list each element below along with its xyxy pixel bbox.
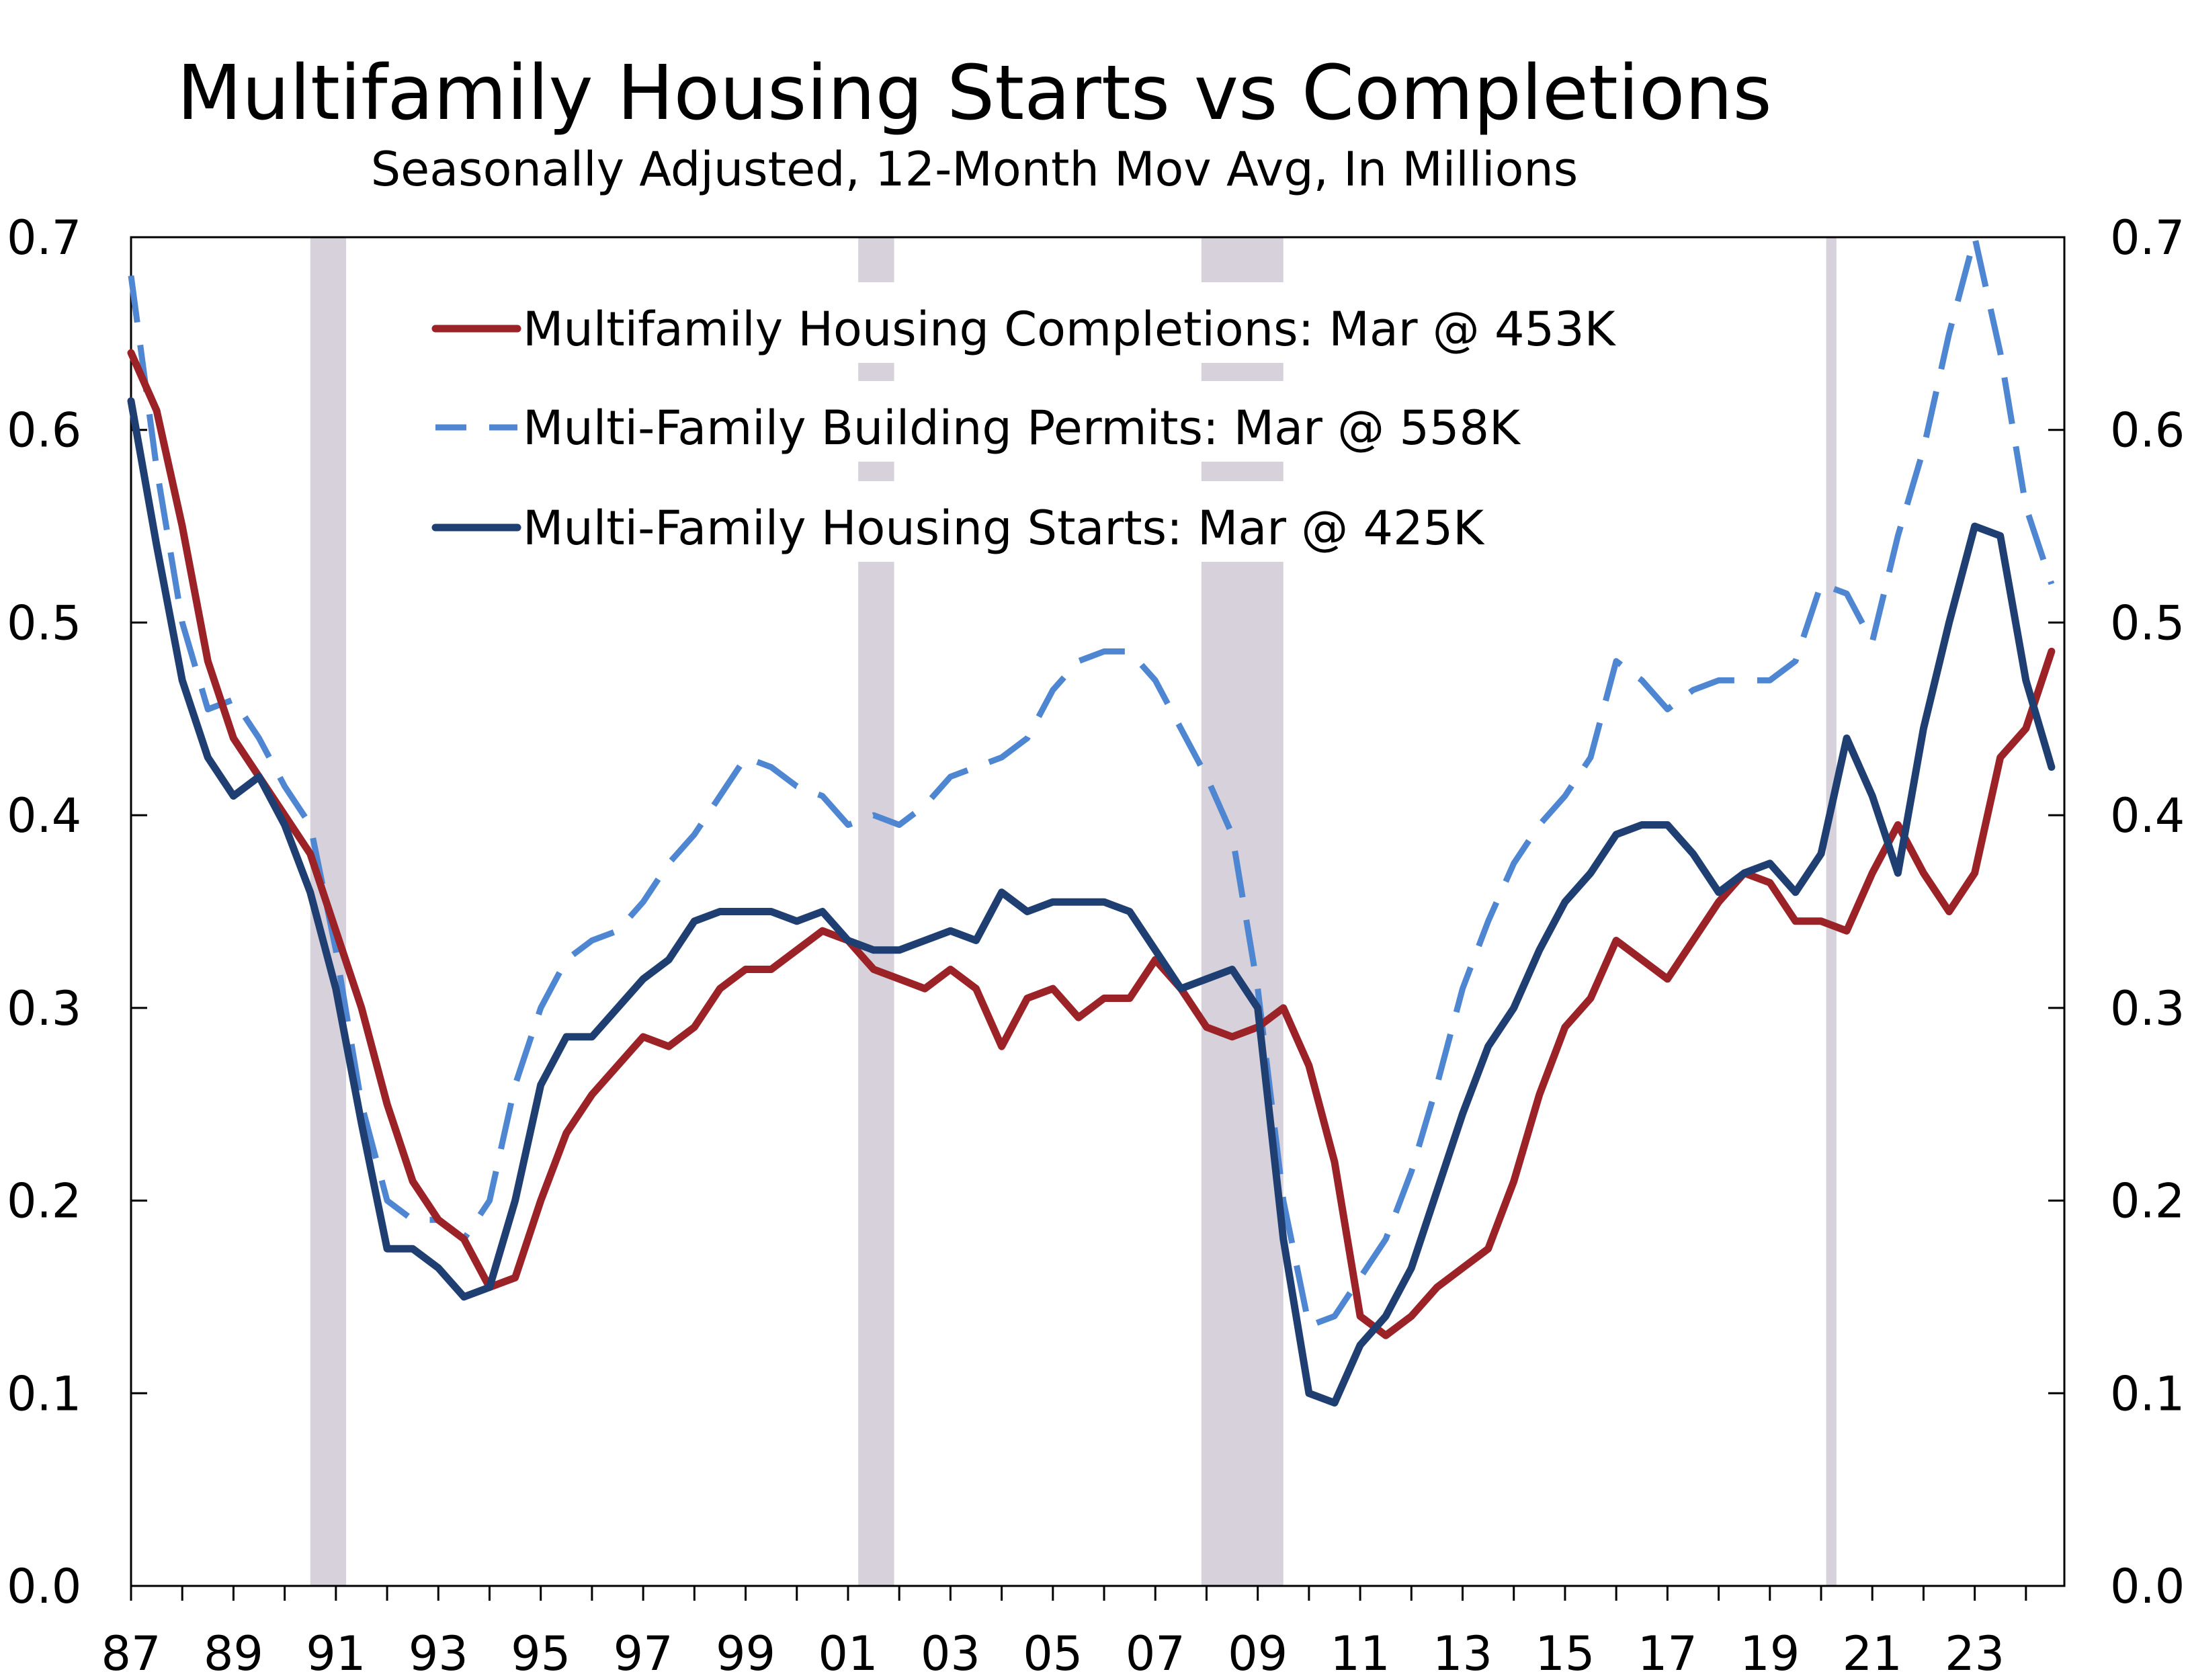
y-tick-label-right: 0.0 [2110, 1559, 2185, 1614]
x-tick-label: 09 [1228, 1626, 1288, 1680]
recession-band-2 [858, 237, 894, 1586]
x-tick-label: 21 [1843, 1626, 1902, 1680]
y-tick-label-right: 0.3 [2110, 981, 2185, 1036]
chart-subtitle: Seasonally Adjusted, 12-Month Mov Avg, I… [370, 142, 1579, 197]
x-tick-label: 01 [818, 1626, 878, 1680]
y-tick-label-right: 0.7 [2110, 210, 2185, 265]
legend-label-1: Multifamily Housing Completions: Mar @ 4… [523, 302, 1617, 357]
axes: 0.0 0.0 0.1 0.1 0.2 0.2 0.3 0.3 0.4 0.4 0.5 0.5 0.6 0… [7, 210, 2185, 1680]
x-tick-label: 11 [1331, 1626, 1390, 1680]
y-tick-label-right: 0.5 [2110, 595, 2185, 650]
y-tick-label-left: 0.0 [7, 1559, 81, 1614]
y-tick-label-right: 0.2 [2110, 1174, 2185, 1229]
y-tick-label-left: 0.6 [7, 403, 81, 458]
x-tick-label: 15 [1535, 1626, 1595, 1680]
y-tick-label-right: 0.6 [2110, 403, 2185, 458]
x-tick-label: 07 [1126, 1626, 1185, 1680]
series-line-1 [127, 349, 2056, 1339]
x-tick-label: 13 [1433, 1626, 1492, 1680]
y-tick-label-left: 0.2 [7, 1174, 81, 1229]
x-tick-label: 93 [409, 1626, 468, 1680]
legend: Multifamily Housing Completions: Mar @ 4… [429, 282, 1706, 562]
series-line-3 [127, 397, 2056, 1407]
recession-bands [310, 237, 1837, 1586]
chart-title: Multifamily Housing Starts vs Completion… [177, 50, 1772, 137]
y-tick-label-right: 0.4 [2110, 788, 2185, 843]
y-tick-label-right: 0.1 [2110, 1366, 2185, 1421]
legend-label-3: Multi-Family Housing Starts: Mar @ 425K [523, 501, 1485, 556]
y-tick-label-left: 0.5 [7, 595, 81, 650]
x-tick-label: 87 [101, 1626, 161, 1680]
recession-band-4 [1826, 237, 1837, 1586]
y-tick-label-left: 0.4 [7, 788, 81, 843]
x-tick-label: 03 [921, 1626, 980, 1680]
y-tick-label-left: 0.3 [7, 981, 81, 1036]
series-lines [127, 234, 2056, 1407]
x-tick-label: 19 [1740, 1626, 1800, 1680]
y-tick-label-left: 0.7 [7, 210, 81, 265]
recession-band-3 [1201, 237, 1284, 1586]
legend-label-2: Multi-Family Building Permits: Mar @ 558… [523, 401, 1521, 456]
x-tick-label: 05 [1023, 1626, 1083, 1680]
x-tick-label: 17 [1638, 1626, 1697, 1680]
legend-background [429, 481, 1706, 562]
legend-background [429, 381, 1706, 462]
x-tick-label: 89 [204, 1626, 263, 1680]
x-tick-label: 97 [614, 1626, 673, 1680]
x-tick-label: 99 [716, 1626, 775, 1680]
x-tick-label: 95 [511, 1626, 571, 1680]
legend-background [429, 282, 1706, 363]
x-tick-label: 23 [1945, 1626, 2005, 1680]
y-tick-label-left: 0.1 [7, 1366, 81, 1421]
plot-frame [130, 236, 2066, 1587]
x-tick-label: 91 [306, 1626, 366, 1680]
